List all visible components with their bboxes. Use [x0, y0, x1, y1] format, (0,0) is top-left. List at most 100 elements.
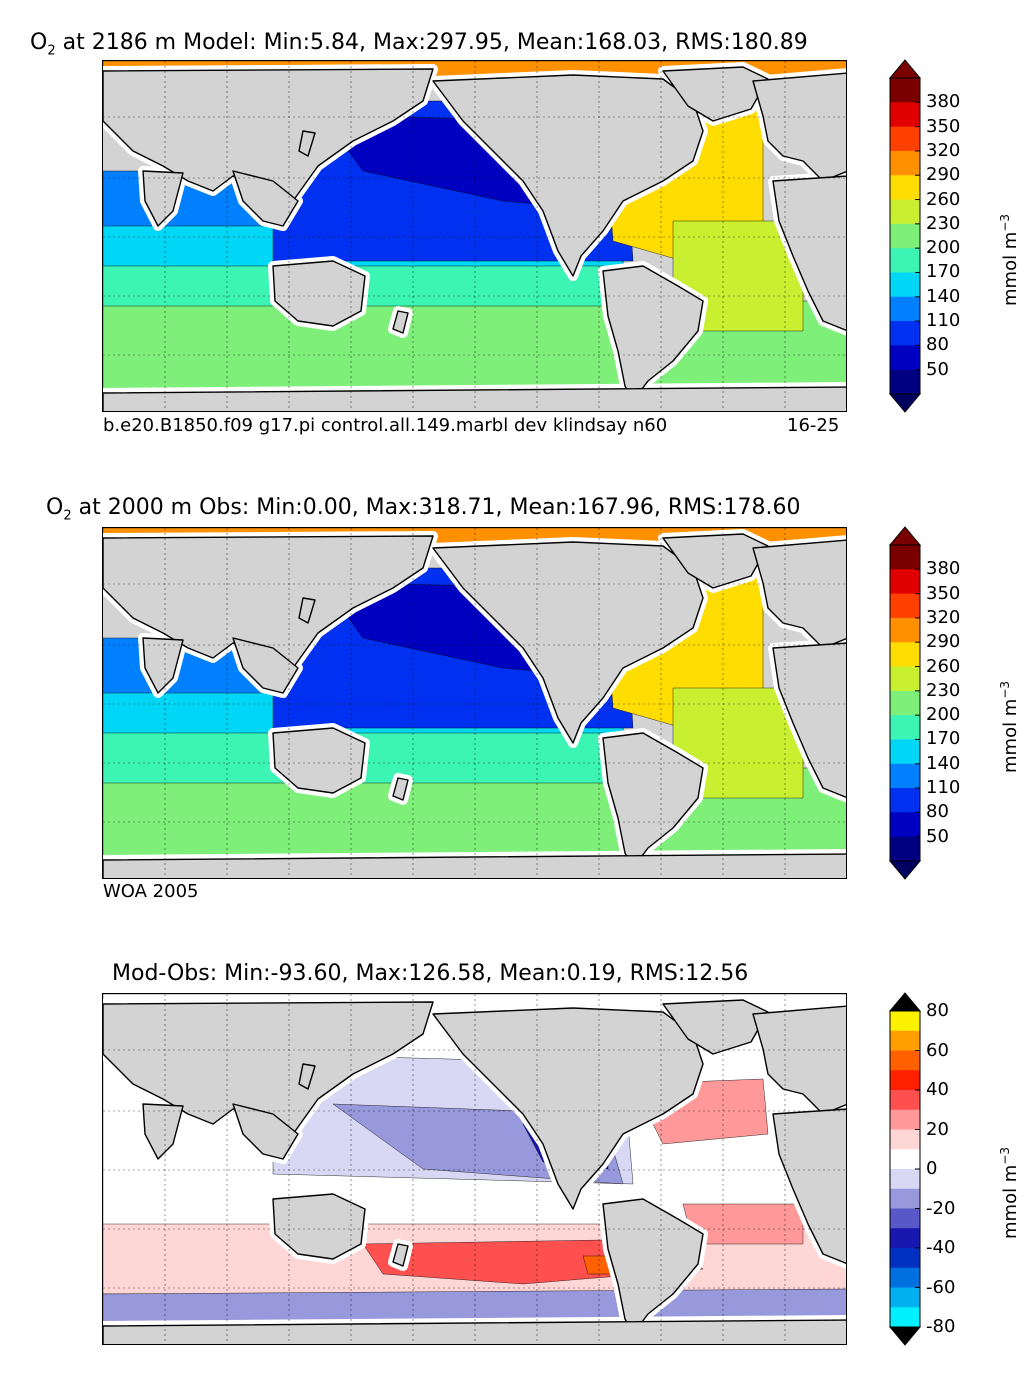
- japan-land: [298, 1063, 316, 1090]
- colorbar-swatch: [890, 569, 920, 595]
- colorbar-swatch: [890, 1050, 920, 1071]
- colorbar-extend-bottom: [888, 1326, 922, 1346]
- colorbar-tick-label: 230: [926, 212, 961, 234]
- colorbar-tick-label: 0: [926, 1158, 938, 1179]
- greenland-land: [662, 533, 769, 589]
- panel-2-title-sub: 2: [63, 508, 72, 524]
- new-zealand-land: [392, 310, 409, 334]
- colorbar-swatch: [890, 1129, 920, 1150]
- colorbar-swatch: [890, 812, 920, 838]
- colorbar-swatch: [890, 836, 920, 862]
- colorbar-swatch: [890, 1090, 920, 1111]
- colorbar-tick-label: 350: [926, 115, 961, 137]
- map-svg: [103, 61, 846, 411]
- colorbar-unit-label: mmol m−3: [998, 213, 1021, 306]
- panel-3-title-text: Mod-Obs: Min:-93.60, Max:126.58, Mean:0.…: [112, 961, 749, 986]
- map-panel-2: [102, 527, 847, 879]
- colorbar-swatch: [890, 272, 920, 298]
- colorbar-swatch: [890, 788, 920, 813]
- colorbar-swatch: [890, 102, 920, 128]
- colorbar-swatch: [890, 1169, 920, 1190]
- new-zealand-land: [392, 777, 409, 801]
- colorbar-extend-bottom: [888, 860, 922, 880]
- colorbar-tick-label: 200: [926, 704, 961, 726]
- antarctica-land: [103, 1319, 846, 1344]
- greenland-land: [662, 66, 769, 122]
- se-asia-land: [232, 1103, 299, 1160]
- colorbar-swatch: [890, 1188, 920, 1209]
- colorbar-svg: [888, 59, 922, 413]
- colorbar-swatch: [890, 545, 920, 570]
- colorbar-tick-label: 140: [926, 285, 961, 307]
- map-svg: [103, 994, 846, 1344]
- panel-1-caption-left: b.e20.B1850.f09 g17.pi control.all.149.m…: [103, 415, 668, 436]
- colorbar-extend-bottom: [888, 393, 922, 413]
- colorbar-swatch: [890, 126, 920, 152]
- colorbar-swatch: [890, 1267, 920, 1288]
- colorbar-swatch: [890, 1307, 920, 1328]
- new-zealand-land: [392, 1243, 409, 1267]
- colorbar-swatch: [890, 223, 920, 249]
- panel-2-title-rest: at 2000 m Obs: Min:0.00, Max:318.71, Mea…: [71, 495, 801, 520]
- colorbar-swatch: [890, 345, 920, 371]
- map-panel-3: [102, 993, 847, 1345]
- colorbar-tick-label: -20: [926, 1197, 956, 1219]
- se-asia-land: [232, 637, 299, 694]
- colorbar-swatch: [890, 690, 920, 716]
- colorbar-swatch: [890, 175, 920, 201]
- colorbar-swatch: [890, 763, 920, 789]
- south-america-land: [602, 265, 704, 402]
- colorbar-tick-label: 170: [926, 261, 961, 283]
- colorbar-swatch: [890, 150, 920, 176]
- colorbar-swatch: [890, 199, 920, 225]
- colorbar-3: 80 60 40 20 0 -20 -40 -60 -80 mmol m−3: [888, 992, 1021, 1346]
- south-america-land: [602, 732, 704, 869]
- colorbar-swatch: [890, 1149, 920, 1170]
- colorbar-swatch: [890, 1208, 920, 1229]
- colorbar-tick-label: 80: [926, 1000, 949, 1021]
- colorbar-tick-label: 50: [926, 358, 949, 380]
- panel-2-caption-left: WOA 2005: [103, 881, 199, 902]
- colorbar-tick-label: 80: [926, 801, 949, 823]
- panel-1-title-sub: 2: [47, 43, 56, 59]
- colorbar-swatch: [890, 248, 920, 273]
- colorbar-tick-label: 140: [926, 752, 961, 774]
- greenland-land: [662, 999, 769, 1055]
- australia-land: [272, 727, 366, 794]
- map-svg: [103, 528, 846, 878]
- colorbar-tick-label: 380: [926, 558, 961, 580]
- colorbar-svg: [888, 526, 922, 880]
- colorbar-tick-label: 320: [926, 606, 961, 628]
- colorbar-swatch: [890, 1011, 920, 1032]
- colorbar-swatch: [890, 78, 920, 103]
- europe-land: [752, 72, 846, 182]
- panel-1-caption-right: 16-25: [787, 415, 840, 436]
- panel-2-title-prefix: O: [46, 495, 64, 520]
- colorbar-unit-label: mmol m−3: [998, 1146, 1021, 1239]
- colorbar-tick-label: -80: [926, 1316, 956, 1337]
- colorbar-unit-label: mmol m−3: [998, 680, 1021, 773]
- colorbar-swatch: [890, 642, 920, 668]
- colorbar-tick-label: 170: [926, 728, 961, 750]
- colorbar-tick-label: 200: [926, 237, 961, 259]
- japan-land: [298, 130, 316, 157]
- colorbar-tick-label: 20: [926, 1118, 949, 1140]
- colorbar-tick-label: 290: [926, 164, 961, 186]
- colorbar-swatch: [890, 593, 920, 619]
- colorbar-tick-label: 80: [926, 334, 949, 356]
- colorbar-swatch: [890, 739, 920, 765]
- colorbar-tick-label: 260: [926, 655, 961, 677]
- colorbar-extend-top: [888, 59, 922, 79]
- africa-land: [772, 1108, 846, 1264]
- japan-land: [298, 597, 316, 624]
- europe-land: [752, 539, 846, 649]
- colorbar-svg: [888, 992, 922, 1346]
- colorbar-extend-top: [888, 992, 922, 1012]
- africa-land: [772, 642, 846, 798]
- colorbar-tick-label: 260: [926, 188, 961, 210]
- colorbar-tick-label: 40: [926, 1079, 949, 1100]
- india-land: [142, 170, 184, 227]
- colorbar-tick-label: -60: [926, 1276, 956, 1298]
- colorbar-tick-label: 320: [926, 139, 961, 161]
- colorbar-swatch: [890, 1228, 920, 1249]
